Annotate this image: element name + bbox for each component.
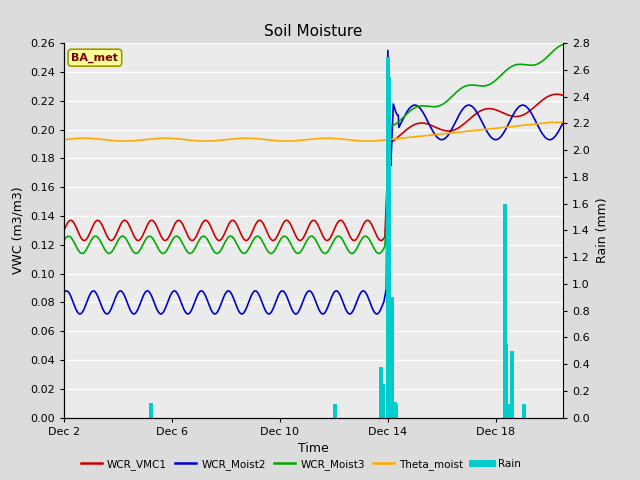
Bar — [379, 367, 381, 418]
Bar — [512, 351, 513, 418]
Bar — [388, 77, 390, 418]
Bar — [394, 402, 396, 418]
Bar — [335, 404, 337, 418]
Bar — [392, 297, 394, 418]
Bar — [390, 297, 392, 418]
Bar — [383, 384, 385, 418]
Bar — [504, 204, 506, 418]
Bar — [524, 404, 525, 418]
Bar — [333, 404, 335, 418]
Bar — [152, 403, 153, 418]
Bar — [382, 384, 383, 418]
Bar — [509, 404, 511, 418]
Bar — [505, 204, 506, 418]
Bar — [511, 351, 513, 418]
Bar — [396, 404, 397, 418]
Bar — [335, 404, 336, 418]
Bar — [387, 57, 388, 418]
Bar — [391, 297, 392, 418]
Bar — [334, 404, 335, 418]
Bar — [396, 404, 397, 418]
Bar — [388, 57, 390, 418]
Bar — [386, 57, 388, 418]
Bar — [511, 351, 513, 418]
Bar — [506, 204, 507, 418]
Bar — [381, 367, 383, 418]
Bar — [395, 402, 397, 418]
Bar — [335, 404, 337, 418]
Bar — [506, 344, 508, 418]
Text: BA_met: BA_met — [72, 53, 118, 63]
Bar — [394, 402, 395, 418]
Bar — [397, 404, 398, 418]
Bar — [509, 404, 510, 418]
Bar — [513, 351, 514, 418]
Bar — [380, 367, 381, 418]
Bar — [149, 403, 150, 418]
Bar — [388, 57, 389, 418]
Bar — [523, 404, 524, 418]
Bar — [151, 403, 153, 418]
Bar — [387, 57, 388, 418]
Bar — [510, 351, 511, 418]
Bar — [524, 404, 525, 418]
Bar — [392, 297, 394, 418]
Y-axis label: Rain (mm): Rain (mm) — [596, 198, 609, 263]
Bar — [524, 404, 526, 418]
X-axis label: Time: Time — [298, 442, 329, 455]
Bar — [383, 384, 384, 418]
Bar — [385, 57, 387, 418]
Bar — [522, 404, 524, 418]
Bar — [150, 403, 152, 418]
Bar — [504, 204, 506, 418]
Legend: WCR_VMC1, WCR_Moist2, WCR_Moist3, Theta_moist, Rain: WCR_VMC1, WCR_Moist2, WCR_Moist3, Theta_… — [77, 455, 525, 474]
Bar — [506, 344, 508, 418]
Bar — [522, 404, 524, 418]
Bar — [333, 404, 335, 418]
Bar — [389, 77, 390, 418]
Bar — [393, 402, 394, 418]
Bar — [381, 367, 383, 418]
Bar — [380, 367, 381, 418]
Bar — [507, 344, 509, 418]
Bar — [511, 351, 512, 418]
Bar — [394, 402, 396, 418]
Bar — [150, 403, 152, 418]
Title: Soil Moisture: Soil Moisture — [264, 24, 363, 39]
Bar — [390, 358, 392, 418]
Bar — [150, 403, 151, 418]
Y-axis label: VWC (m3/m3): VWC (m3/m3) — [12, 187, 24, 274]
Bar — [509, 404, 511, 418]
Bar — [390, 77, 391, 418]
Bar — [504, 204, 505, 418]
Bar — [381, 367, 382, 418]
Bar — [392, 297, 393, 418]
